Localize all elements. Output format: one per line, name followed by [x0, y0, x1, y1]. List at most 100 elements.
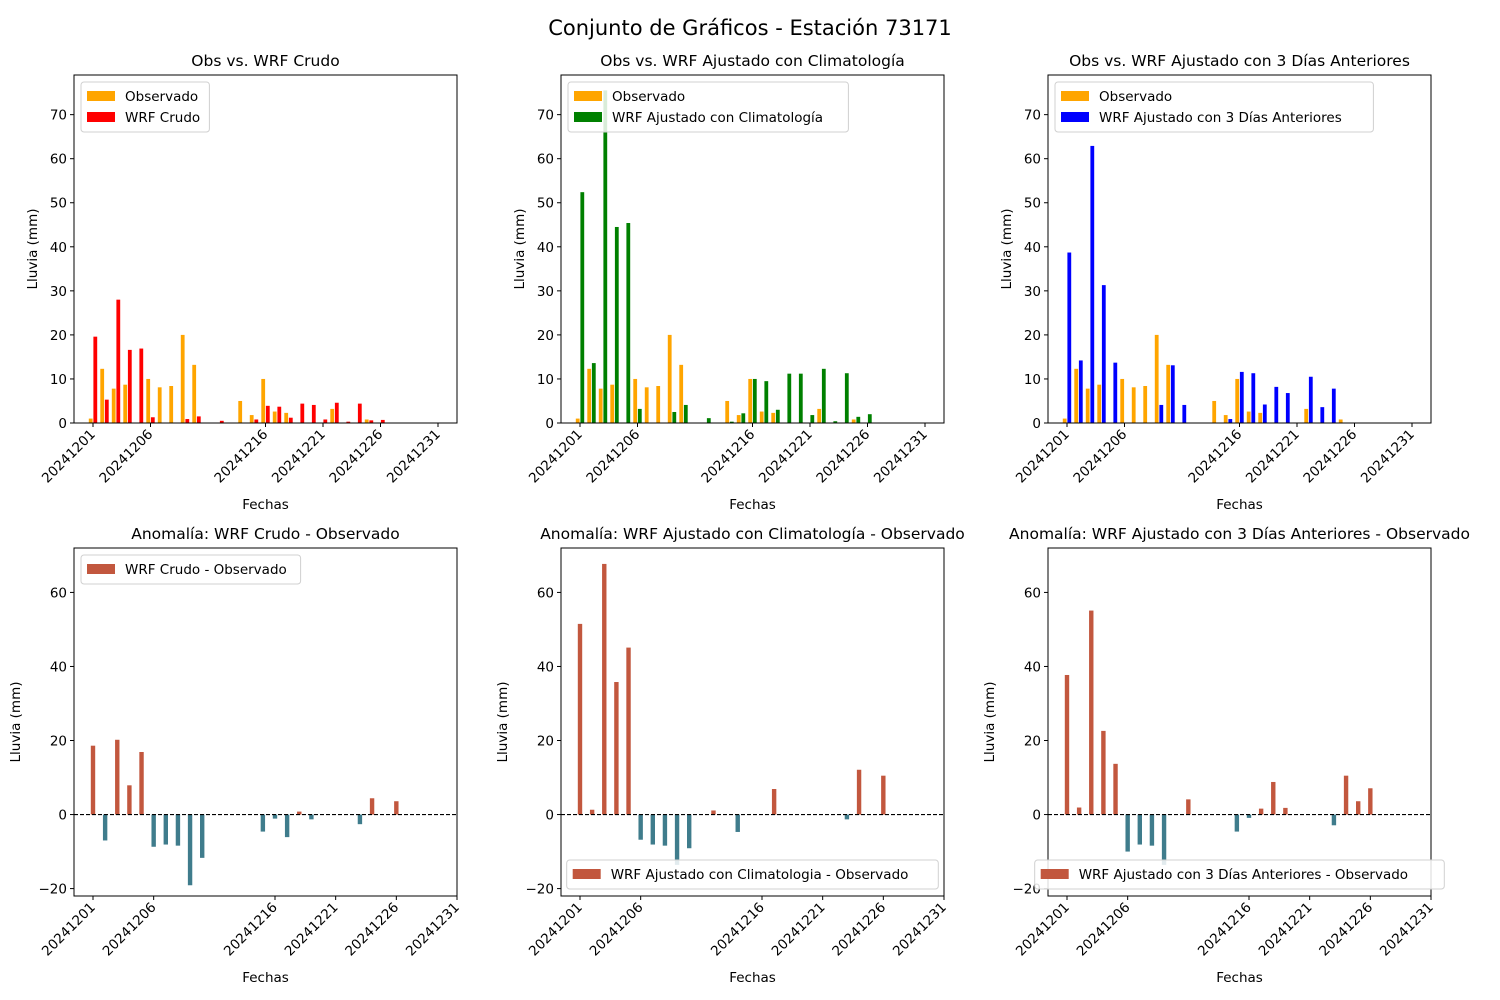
y-tick-label: 0 — [1032, 808, 1041, 824]
bar-observed-d14 — [238, 400, 243, 423]
bar-wrf-d17 — [277, 406, 282, 423]
y-tick-label: 60 — [50, 152, 67, 168]
bar-wrf-d1 — [93, 336, 98, 423]
y-tick-label: 60 — [537, 152, 554, 168]
bar-observed-d14 — [725, 400, 730, 423]
x-tick-label: 20241206 — [100, 900, 160, 960]
bar-wrf-d12 — [219, 420, 224, 423]
axes-frame — [1047, 547, 1432, 897]
bar-observed-d3 — [598, 388, 603, 423]
bar-anomaly-d3 — [602, 563, 607, 815]
bar-wrf-d1 — [580, 192, 585, 423]
bar-observed-d1 — [1062, 418, 1067, 423]
legend: Observado WRF Crudo — [80, 81, 210, 133]
bar-wrf-d24 — [844, 373, 849, 423]
bar-observed-d17 — [759, 411, 764, 423]
y-tick-label: 10 — [537, 372, 554, 388]
bar-anomaly-d26 — [394, 801, 399, 815]
x-tick-label: 20241221 — [769, 900, 829, 960]
bar-wrf-d24 — [1331, 388, 1336, 423]
bar-wrf-d16 — [752, 378, 757, 423]
bar-observed-d1 — [575, 418, 580, 423]
x-axis-label: Fechas — [729, 970, 776, 986]
x-tick-label: 20241221 — [269, 427, 329, 487]
x-tick-label: 20241206 — [583, 427, 643, 487]
bar-observed-d18 — [771, 412, 776, 423]
bar-wrf-d19 — [300, 403, 305, 423]
y-tick-label: 10 — [1024, 372, 1041, 388]
bar-observed-d15 — [1223, 415, 1228, 423]
legend-swatch — [574, 112, 602, 122]
x-axis-label: Fechas — [242, 970, 289, 986]
x-tick-label: 20241226 — [326, 427, 386, 487]
bar-wrf-d20 — [1285, 393, 1290, 423]
legend-label: Observado — [1099, 89, 1172, 105]
y-tick-label: 70 — [1024, 108, 1041, 124]
bar-wrf-d2 — [591, 363, 596, 423]
panel-title: Anomalía: WRF Ajustado con Climatología … — [540, 525, 965, 543]
x-tick-label: 20241231 — [384, 427, 444, 487]
chart-panel-5: Anomalía: WRF Ajustado con Climatología … — [495, 525, 965, 986]
bar-anomaly-d15 — [1234, 814, 1240, 832]
y-tick-label: 40 — [537, 240, 554, 256]
bar-anomaly-d8 — [175, 814, 181, 846]
legend-label: WRF Crudo - Observado — [125, 562, 287, 578]
bar-wrf-d4 — [127, 349, 132, 423]
bar-wrf-d5 — [139, 348, 144, 423]
bar-anomaly-d1 — [90, 745, 96, 815]
x-tick-label: 20241206 — [1074, 900, 1134, 960]
axes-frame — [73, 547, 458, 897]
bar-observed-d15 — [249, 415, 254, 423]
axes-frame — [560, 547, 945, 897]
bar-anomaly-d7 — [163, 814, 168, 845]
bar-anomaly-d8 — [1149, 814, 1155, 846]
bar-wrf-d23 — [1320, 407, 1325, 423]
bar-wrf-d26 — [380, 419, 385, 423]
bar-anomaly-d18 — [297, 811, 302, 815]
legend-label: WRF Ajustado con Climatología — [612, 110, 823, 126]
bar-anomaly-d24 — [369, 798, 375, 815]
legend-box — [1054, 81, 1374, 133]
y-tick-label: 40 — [1024, 659, 1041, 675]
bar-wrf-d20 — [798, 373, 803, 423]
bar-wrf-d24 — [357, 403, 362, 423]
bar-anomaly-d5 — [626, 647, 631, 815]
bar-observed-d4 — [1097, 384, 1102, 423]
legend-swatch — [1061, 112, 1089, 122]
bar-wrf-d3 — [1090, 145, 1095, 424]
bar-wrf-d3 — [116, 299, 121, 423]
x-tick-label: 20241221 — [1256, 900, 1316, 960]
y-tick-label: 30 — [50, 284, 67, 300]
bar-wrf-d23 — [346, 421, 351, 423]
bar-observed-d8 — [169, 386, 174, 423]
bar-observed-d10 — [1166, 364, 1171, 423]
bar-anomaly-d17 — [771, 789, 777, 815]
x-tick-label: 20241206 — [96, 427, 156, 487]
bar-anomaly-d24 — [856, 769, 862, 815]
bar-anomaly-d7 — [1137, 814, 1142, 845]
bar-observed-d8 — [656, 386, 661, 423]
y-axis-label: Lluvia (mm) — [25, 209, 41, 290]
panel-title: Anomalía: WRF Ajustado con 3 Días Anteri… — [1009, 525, 1470, 543]
y-tick-label: 60 — [50, 585, 67, 601]
x-tick-label: 20241226 — [813, 427, 873, 487]
x-tick-label: 20241201 — [526, 427, 586, 487]
bar-anomaly-d18 — [1271, 781, 1276, 815]
bar-observed-d6 — [1120, 378, 1125, 423]
bar-observed-d10 — [679, 364, 684, 423]
legend-box — [1034, 859, 1445, 890]
legend: WRF Ajustado con 3 Días Anteriores - Obs… — [1034, 859, 1445, 890]
bar-anomaly-d10 — [687, 814, 692, 849]
bar-observed-d17 — [1246, 411, 1251, 423]
bar-wrf-d2 — [1078, 360, 1083, 423]
x-tick-label: 20241216 — [211, 427, 271, 487]
bar-observed-d17 — [272, 411, 277, 423]
bar-anomaly-d23 — [844, 814, 850, 820]
y-tick-label: −20 — [39, 882, 68, 898]
x-tick-label: 20241231 — [403, 900, 463, 960]
bar-anomaly-d4 — [614, 682, 619, 815]
y-tick-label: 30 — [1024, 284, 1041, 300]
bar-wrf-d11 — [1182, 404, 1187, 423]
bar-wrf-d10 — [196, 416, 201, 423]
bar-wrf-d15 — [741, 413, 746, 423]
